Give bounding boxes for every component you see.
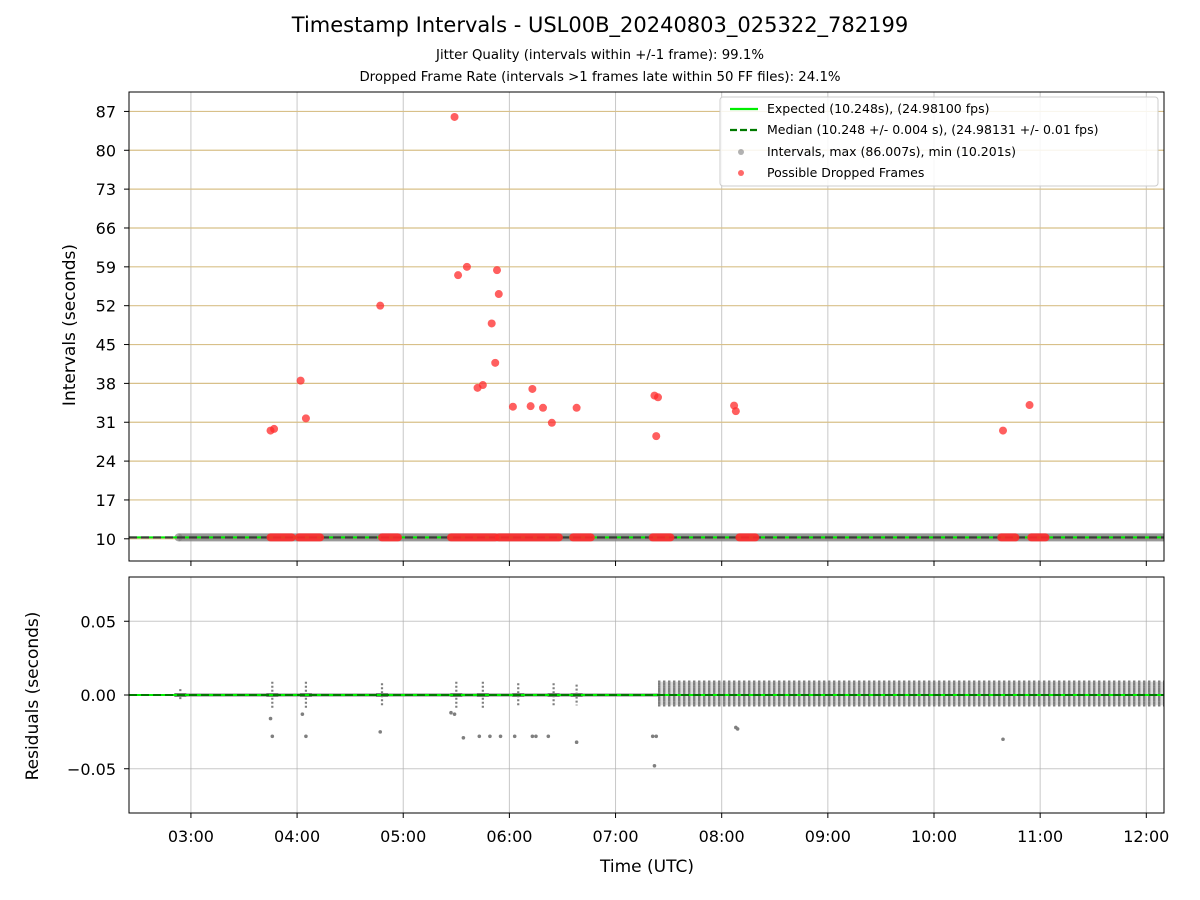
- xtick-label-2: 05:00: [380, 827, 426, 846]
- intervals-plot-frame: [128, 91, 1165, 562]
- legend: Expected (10.248s), (24.98100 fps) Media…: [719, 96, 1159, 187]
- dropped-frame-point-12: [493, 266, 501, 275]
- dropped-frame-point-22: [654, 393, 662, 402]
- residual-outlier-point-14: [546, 734, 551, 739]
- residuals-ytick-label-1: 0.00: [80, 686, 116, 705]
- dropped-frame-point-15: [526, 402, 535, 411]
- dropped-frame-point-3: [301, 414, 310, 423]
- dropped-frame-point-13: [494, 290, 503, 299]
- residual-outlier-point-7: [461, 735, 466, 740]
- residual-outlier-point-20: [735, 727, 740, 731]
- xtick-label-8: 11:00: [1017, 827, 1063, 846]
- intervals-ytick-label-1: 17: [96, 491, 116, 510]
- x-axis-label: Time (UTC): [599, 857, 694, 877]
- residual-outlier-point-16: [650, 734, 655, 739]
- intervals-ytick-label-7: 59: [96, 258, 116, 277]
- intervals-ytick-label-3: 31: [96, 413, 116, 432]
- dropped-frame-point-11: [491, 358, 500, 367]
- residuals-y-axis-label: Residuals (seconds): [23, 612, 43, 781]
- residual-outlier-point-15: [574, 740, 579, 744]
- dropped-frame-point-19: [572, 403, 581, 412]
- xtick-label-3: 06:00: [486, 827, 532, 846]
- xtick-label-4: 07:00: [592, 827, 638, 846]
- chart-title: Timestamp Intervals - USL00B_20240803_02…: [291, 13, 909, 37]
- legend-entry-median: Median (10.248 +/- 0.004 s), (24.98131 +…: [767, 122, 1098, 137]
- residuals-ytick-label-0: 0.05: [80, 612, 116, 631]
- intervals-x-ticks: [190, 561, 1147, 566]
- dropped-frame-point-25: [999, 426, 1007, 435]
- intervals-ytick-label-11: 87: [96, 102, 116, 121]
- dropped-frame-point-16: [528, 384, 537, 393]
- dropped-frame-point-26: [1025, 401, 1034, 410]
- residuals-x-ticks: 03:00 04:00 05:00 06:00 07:00 08:00 09:00 10:00…: [168, 813, 1169, 846]
- intervals-y-axis-label: Intervals (seconds): [60, 244, 80, 406]
- xtick-label-9: 12:00: [1123, 827, 1169, 846]
- intervals-ytick-label-5: 45: [96, 336, 116, 355]
- legend-entry-intervals: Intervals, max (86.007s), min (10.201s): [767, 144, 1016, 159]
- residuals-ytick-label-2: −0.05: [67, 760, 116, 779]
- residual-outlier-point-13: [534, 734, 538, 739]
- xtick-label-7: 10:00: [911, 827, 957, 846]
- residual-outlier-point-0: [268, 716, 273, 721]
- dropped-frame-point-4: [376, 301, 385, 310]
- residuals-plot: 0.050.00−0.05 03:00 04:00 05:00 06:00 07:00 0…: [23, 576, 1169, 877]
- dropped-frame-point-5: [450, 112, 459, 121]
- residual-outlier-point-5: [449, 710, 453, 715]
- intervals-ytick-label-4: 38: [96, 374, 116, 393]
- dropped-frame-point-1: [270, 424, 279, 433]
- legend-box: [719, 96, 1159, 187]
- dropped-frame-point-2: [296, 376, 305, 385]
- chart-subtitle-dropped: Dropped Frame Rate (intervals >1 frames …: [359, 70, 841, 85]
- dropped-frame-point-14: [508, 402, 517, 411]
- residual-outlier-point-18: [652, 764, 657, 768]
- residual-outlier-point-4: [378, 730, 383, 734]
- legend-entry-expected: Expected (10.248s), (24.98100 fps): [767, 101, 989, 116]
- residual-outlier-point-10: [498, 734, 503, 739]
- intervals-ytick-label-8: 66: [96, 219, 116, 238]
- intervals-plot: 10 17 24 31 38 45 52 59 66 73 80 87 Intervals (seco…: [60, 91, 1165, 566]
- intervals-ytick-label-9: 73: [96, 180, 116, 199]
- intervals-ytick-label-2: 24: [96, 452, 116, 471]
- dropped-frame-point-18: [547, 418, 556, 427]
- residual-outlier-point-21: [1001, 737, 1005, 742]
- chart-subtitle-jitter: Jitter Quality (intervals within +/-1 fr…: [436, 48, 764, 63]
- residual-outlier-point-12: [530, 734, 535, 739]
- legend-swatch-dropped: [738, 170, 744, 176]
- residual-outlier-point-1: [270, 734, 275, 739]
- intervals-ytick-label-0: 10: [96, 530, 116, 549]
- intervals-ytick-label-10: 80: [96, 141, 116, 160]
- residual-outlier-point-2: [304, 734, 308, 739]
- xtick-label-0: 03:00: [168, 827, 214, 846]
- xtick-label-5: 08:00: [699, 827, 745, 846]
- dropped-frame-point-24: [731, 407, 740, 416]
- xtick-label-6: 09:00: [805, 827, 851, 846]
- dropped-frame-point-6: [454, 271, 463, 280]
- residual-outlier-point-11: [512, 734, 517, 739]
- residual-outlier-point-9: [488, 734, 492, 739]
- intervals-ytick-label-6: 52: [96, 297, 116, 316]
- residual-outlier-point-8: [477, 734, 482, 739]
- dropped-frame-point-17: [539, 403, 547, 412]
- dropped-frame-point-7: [462, 262, 471, 271]
- residual-outlier-point-6: [452, 712, 457, 716]
- residuals-y-ticks: 0.05 0.00 −0.05: [67, 612, 129, 779]
- xtick-label-1: 04:00: [274, 827, 320, 846]
- dropped-frame-point-10: [487, 319, 496, 328]
- legend-entry-dropped: Possible Dropped Frames: [767, 165, 924, 180]
- dropped-frame-point-21: [652, 432, 661, 441]
- dropped-frame-point-9: [478, 381, 487, 390]
- residual-outlier-point-3: [300, 712, 305, 716]
- residual-outlier-point-17: [654, 734, 659, 739]
- residuals-data: [129, 680, 1164, 768]
- intervals-data: [129, 112, 1164, 542]
- legend-swatch-intervals: [738, 149, 744, 155]
- intervals-y-ticks: 10 17 24 31 38 45 52 59 66 73 80 87: [96, 102, 129, 549]
